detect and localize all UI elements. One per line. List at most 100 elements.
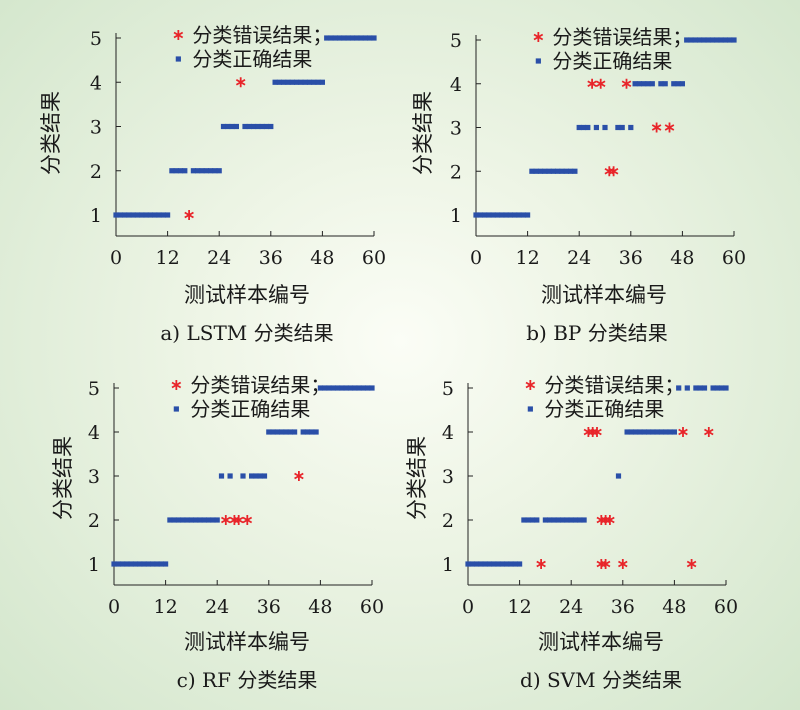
chart-3-series1-point xyxy=(486,561,493,567)
chart-2-series1-point xyxy=(115,561,121,567)
chart-1-series1-point xyxy=(563,168,569,174)
chart-2-series0-point xyxy=(294,471,304,481)
chart-3-y-axis-label: 分类结果 xyxy=(405,436,429,520)
chart-1-series1-point xyxy=(688,37,694,43)
chart-0-series1-point xyxy=(272,79,278,85)
chart-1-series0-point xyxy=(664,122,675,133)
chart-1-series1-point xyxy=(593,124,599,131)
chart-0-series1-point xyxy=(203,168,209,174)
chart-0-series1-point xyxy=(289,79,295,85)
chart-3-series1-point xyxy=(667,429,673,435)
chart-2-y-tick-label: 5 xyxy=(88,378,100,400)
chart-1-series1-point xyxy=(619,124,625,131)
chart-1-x-tick-label: 36 xyxy=(619,247,643,269)
chart-0-series1-point xyxy=(122,212,128,218)
chart-3-series1-point xyxy=(676,385,682,391)
chart-0-x-axis-label: 测试样本编号 xyxy=(184,283,310,307)
chart-2-series1-point xyxy=(124,561,130,567)
chart-2-series1-point xyxy=(188,517,194,523)
chart-3-series0-point xyxy=(678,427,688,437)
chart-1-y-axis-label: 分类结果 xyxy=(411,91,435,175)
chart-3-series1-point xyxy=(577,517,583,523)
chart-0-y-tick-label: 1 xyxy=(90,205,102,227)
chart-2-series1-point xyxy=(330,385,336,391)
chart-2-y-tick-label: 1 xyxy=(88,554,100,576)
chart-1-series1-point xyxy=(675,81,681,87)
chart-1-series1-point xyxy=(632,81,638,87)
chart-1-series1-point xyxy=(525,212,531,218)
chart-1-series1-point xyxy=(679,81,685,87)
chart-0-y-axis-label: 分类结果 xyxy=(39,91,63,175)
chart-1-title: b) BP 分类结果 xyxy=(526,321,667,345)
chart-1-x-tick-label: 60 xyxy=(722,247,746,269)
chart-3-series1-point xyxy=(714,385,720,391)
chart-2-series1-point xyxy=(322,385,328,391)
chart-3-series0-point xyxy=(592,427,602,437)
chart-3-series1-point xyxy=(568,517,574,523)
chart-1-series1-point xyxy=(537,168,544,174)
chart-2-series0-point xyxy=(233,515,244,525)
chart-2-series1-point xyxy=(343,385,349,391)
chart-0-series1-point xyxy=(160,212,166,218)
chart-3-series1-point xyxy=(560,517,566,523)
chart-2-legend-entry-1: 分类正确结果 xyxy=(190,397,310,421)
chart-0-series1-point xyxy=(246,123,252,130)
chart-3-series1-point xyxy=(572,517,579,523)
chart-1-series1-point xyxy=(645,81,651,87)
chart-1-x-axis-label: 测试样本编号 xyxy=(541,283,667,307)
chart-0-series1-point xyxy=(139,212,145,218)
chart-3-series1-point xyxy=(581,517,587,523)
chart-0-series1-point xyxy=(212,168,218,174)
chart-3-series1-point xyxy=(551,517,557,523)
chart-2-series1-point xyxy=(326,385,332,391)
chart-1-series0-point xyxy=(595,78,606,89)
chart-1-x-tick-label: 12 xyxy=(516,247,540,269)
chart-0-series1-point xyxy=(242,123,248,130)
chart-2-series1-point xyxy=(163,561,169,567)
chart-3-series1-point xyxy=(663,429,669,435)
chart-2-series1-point xyxy=(184,517,190,523)
chart-3-series0-point xyxy=(618,559,628,569)
chart-3-series1-point xyxy=(555,517,561,523)
chart-0-series1-point xyxy=(173,168,179,174)
chart-0-legend-marker-1 xyxy=(175,56,181,62)
chart-3-series0-point xyxy=(536,559,546,569)
chart-0-series1-point xyxy=(156,212,162,218)
chart-1-y-tick-label: 2 xyxy=(450,161,462,183)
chart-0-series1-point xyxy=(345,35,351,41)
chart-1-series1-point xyxy=(662,81,668,87)
chart-0-series1-point xyxy=(177,168,184,174)
chart-3-series1-point xyxy=(719,385,725,391)
chart-1-series1-point xyxy=(628,124,634,131)
chart-0-x-tick-label: 12 xyxy=(156,247,180,269)
chart-0-series1-point xyxy=(276,79,282,85)
chart-3-series1-point xyxy=(654,429,660,435)
chart-1-series1-point xyxy=(649,81,655,87)
chart-3-series1-point xyxy=(465,561,471,567)
chart-0-y-tick-label: 5 xyxy=(90,28,102,50)
chart-3-y-tick-label: 4 xyxy=(442,422,454,444)
chart-2-series1-point xyxy=(214,517,220,523)
chart-3-x-tick-label: 24 xyxy=(559,596,583,618)
chart-0-x-tick-label: 60 xyxy=(362,247,386,269)
chart-2-series1-point xyxy=(287,429,293,435)
chart-1-legend-entry-0: 分类错误结果； xyxy=(552,25,692,49)
chart-2-series1-point xyxy=(270,429,276,435)
chart-0-series1-point xyxy=(302,79,308,85)
chart-2-series1-point xyxy=(128,561,134,567)
chart-0-series1-point xyxy=(337,35,343,41)
chart-0-series1-point xyxy=(147,212,153,218)
chart-1-series1-point xyxy=(580,124,587,131)
chart-0-y-tick-label: 4 xyxy=(90,72,102,94)
chart-3-series1-point xyxy=(491,561,497,567)
chart-2-series1-point xyxy=(304,429,311,435)
chart-3-x-axis-label: 测试样本编号 xyxy=(538,630,664,654)
chart-3-series1-point xyxy=(615,473,622,479)
chart-3-series1-point xyxy=(478,561,484,567)
chart-1-series1-point xyxy=(477,212,483,218)
chart-1-series1-point xyxy=(714,37,720,43)
chart-1-y-tick-label: 1 xyxy=(450,205,462,227)
chart-1-series1-point xyxy=(641,81,647,87)
chart-3-series1-point xyxy=(525,517,531,523)
